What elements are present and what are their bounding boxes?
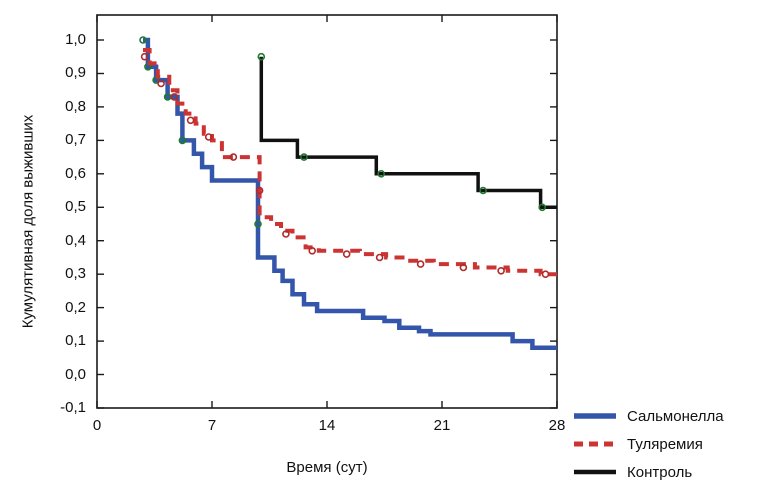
legend-item-salmonella: Сальмонелла [572, 406, 724, 426]
censor-marker-tularemia [282, 230, 290, 238]
y-tick-label: 0,5 [65, 198, 86, 216]
y-tick-label: 0,0 [65, 365, 86, 383]
censor-marker-salmonella [139, 36, 147, 44]
censor-marker-tularemia [140, 52, 149, 61]
y-axis-title: Кумулятивная доля выживших [19, 114, 37, 329]
y-tick-label: 0,9 [65, 64, 86, 82]
censor-marker-control [479, 186, 487, 195]
series-curve-tularemia [143, 48, 557, 277]
legend-label-tularemia: Туляремия [627, 435, 703, 453]
x-axis-title: Время (сут) [286, 459, 368, 476]
y-tick-label: 0,6 [65, 164, 86, 182]
series-curve-control [259, 56, 557, 210]
censor-marker-control [377, 170, 386, 178]
censor-marker-tularemia [157, 79, 165, 88]
censor-marker-control [538, 203, 547, 212]
censor-marker-tularemia [342, 250, 351, 258]
series-curve-salmonella [143, 37, 557, 351]
censor-marker-tularemia [541, 270, 550, 279]
censor-marker-tularemia [375, 253, 384, 262]
y-tick-label: 0,3 [65, 265, 86, 283]
censor-marker-salmonella [178, 136, 187, 145]
x-tick-label: 0 [92, 417, 102, 434]
censor-marker-tularemia [459, 263, 468, 272]
censor-marker-tularemia [416, 260, 425, 268]
legend-label-control: Контроль [627, 463, 693, 481]
censor-marker-tularemia [497, 266, 505, 275]
y-tick-label: 0,2 [65, 298, 86, 316]
x-tick-label: 14 [318, 417, 336, 434]
censor-marker-tularemia [255, 186, 264, 195]
censor-marker-tularemia [308, 247, 317, 255]
censor-marker-control [257, 52, 266, 61]
censor-marker-tularemia [186, 116, 195, 125]
legend-line-salmonella-icon [574, 413, 616, 419]
plot-border [96, 14, 558, 409]
legend-item-tularemia: Туляремия [572, 434, 724, 454]
y-tick-label: 0,8 [65, 97, 86, 115]
censor-marker-salmonella [254, 220, 262, 228]
y-tick-label: -0,1 [60, 399, 86, 416]
x-tick-label: 28 [548, 417, 566, 434]
y-tick-label: 0,1 [65, 332, 86, 350]
y-tick-label: 0,4 [65, 231, 86, 249]
legend-label-salmonella: Сальмонелла [627, 407, 724, 425]
y-tick-label: 1,0 [65, 31, 86, 48]
x-tick-label: 21 [433, 417, 451, 434]
censor-marker-tularemia [170, 93, 178, 101]
censor-marker-tularemia [204, 133, 213, 141]
censor-marker-tularemia [229, 153, 238, 161]
censor-marker-control [300, 153, 308, 161]
legend-line-control-icon [574, 469, 616, 475]
legend-line-tularemia-icon [574, 441, 616, 447]
x-tick-label: 7 [207, 417, 217, 434]
legend: Сальмонелла Туляремия Контроль [572, 406, 724, 482]
y-tick-label: 0,7 [65, 131, 86, 149]
legend-item-control: Контроль [572, 462, 724, 482]
